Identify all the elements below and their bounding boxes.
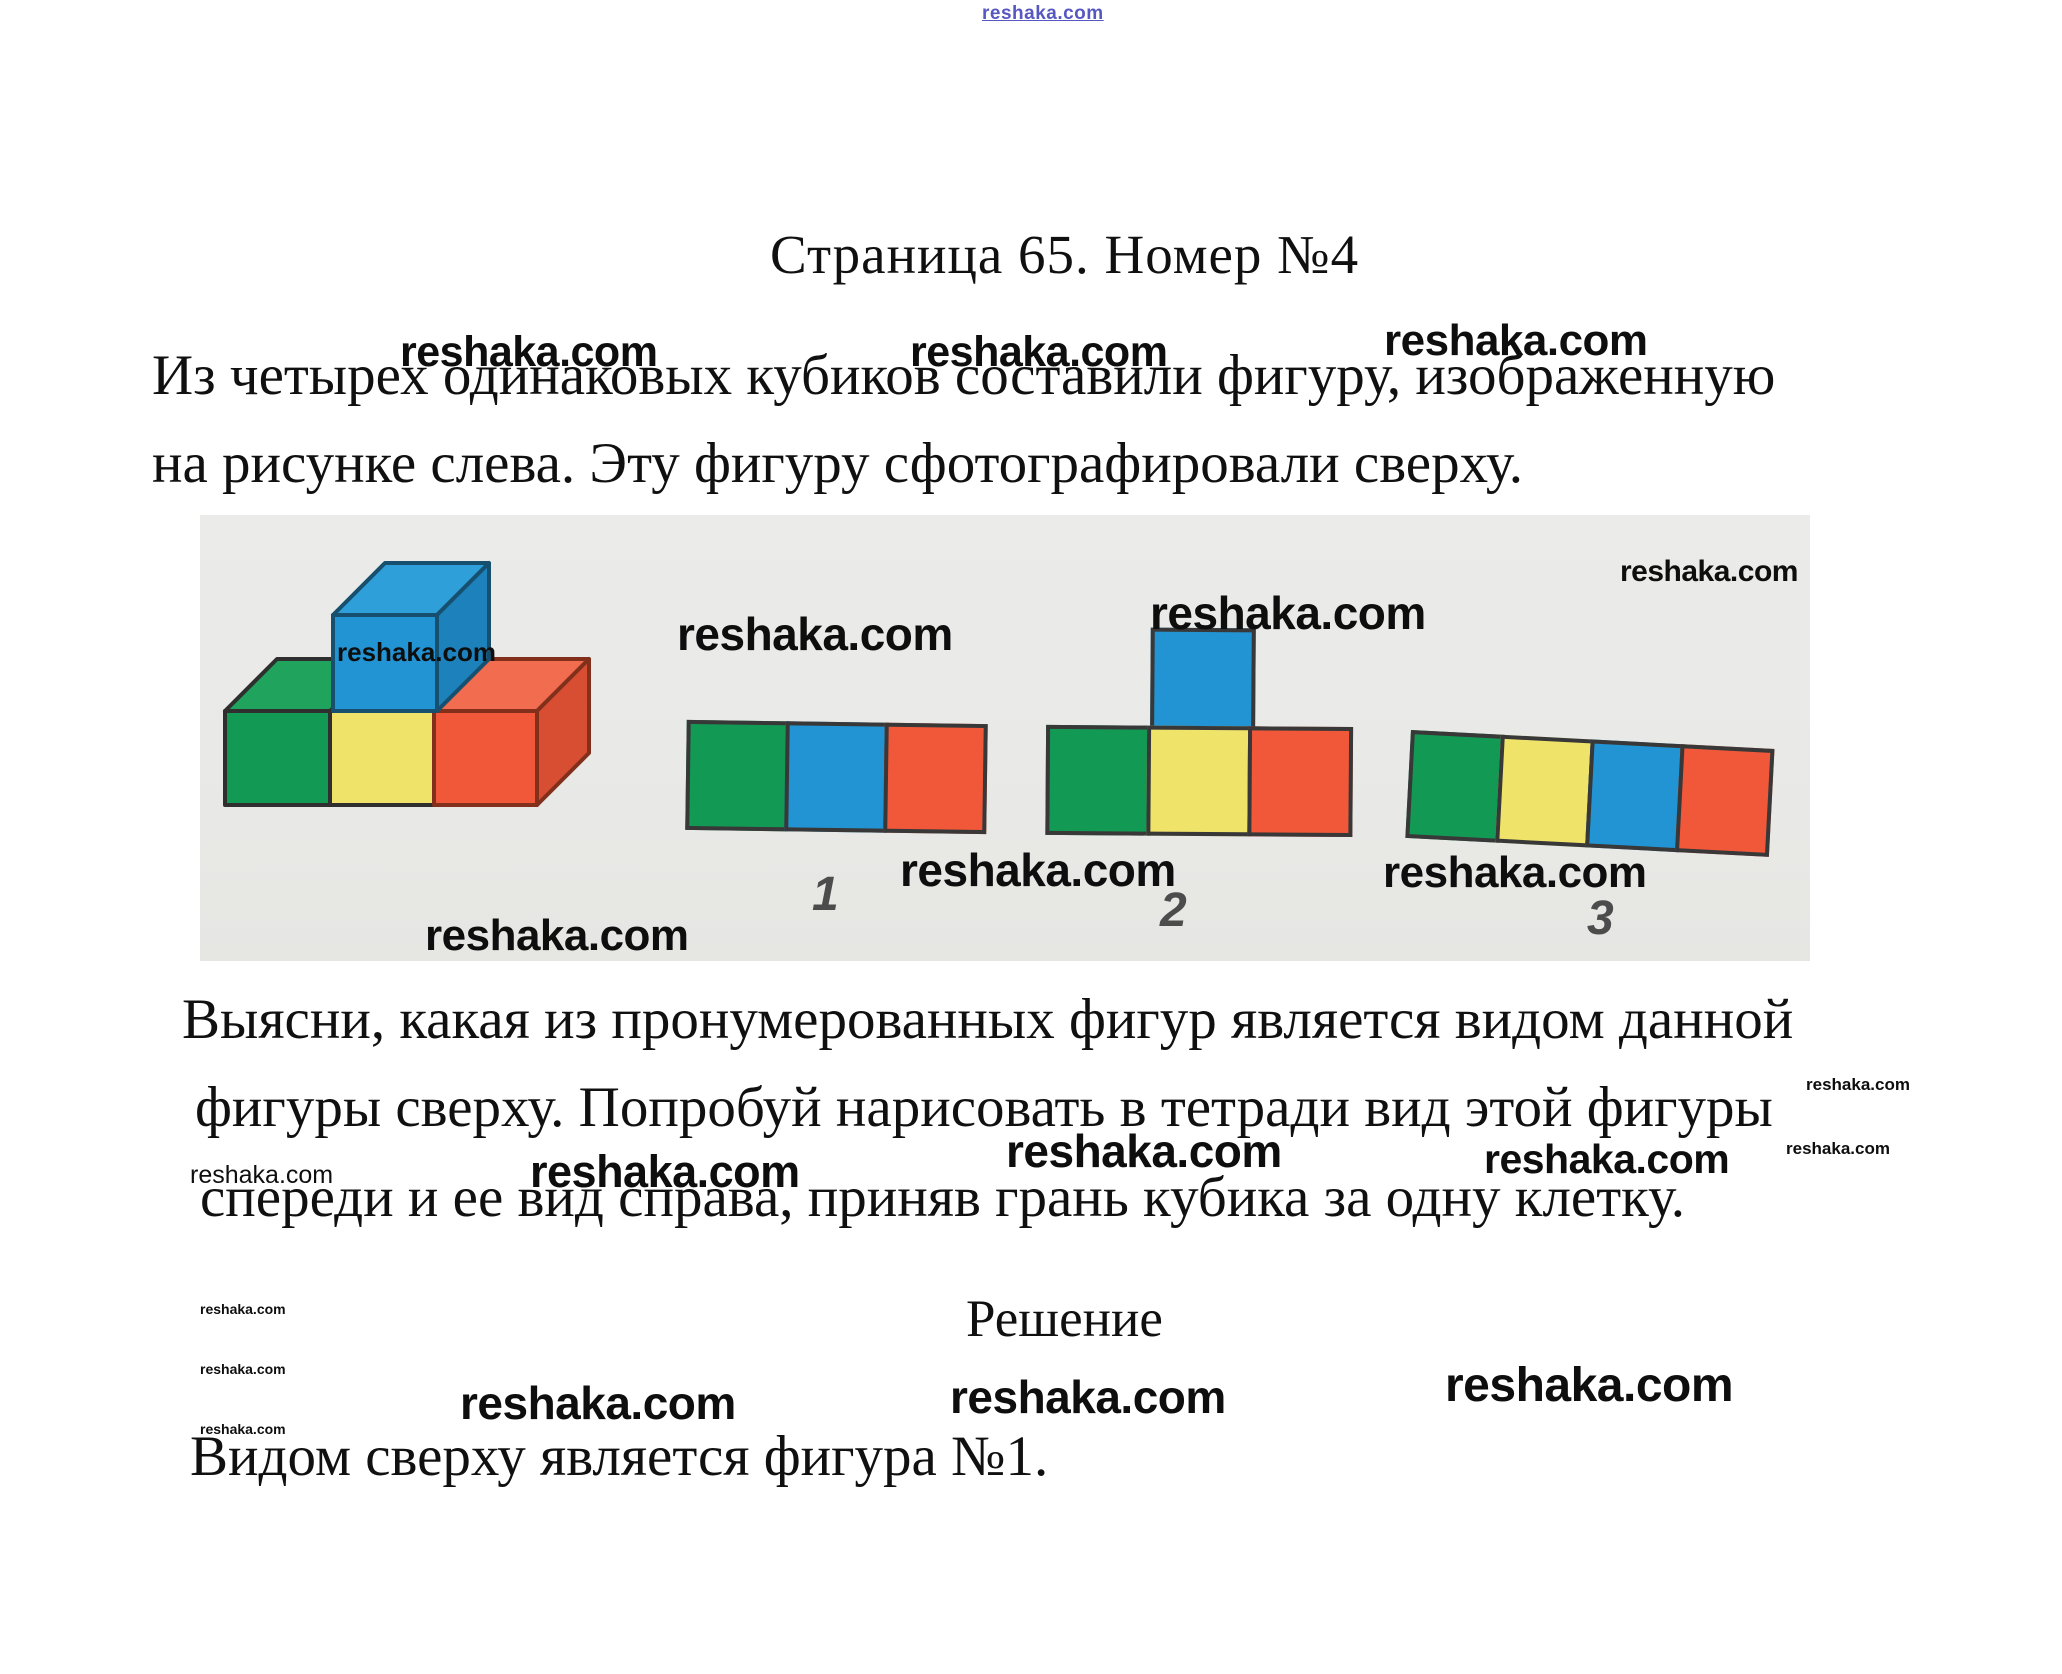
watermark: reshaka.com: [200, 1301, 286, 1317]
paragraph-line: фигуры сверху. Попробуй нарисовать в тет…: [195, 1076, 1773, 1139]
watermark: reshaka.com: [200, 1361, 286, 1377]
red-square: [883, 722, 988, 835]
figure-3: [1405, 730, 1775, 857]
paragraph-line: Из четырех одинаковых кубиков составили …: [152, 344, 1776, 407]
watermark: reshaka.com: [1150, 587, 1426, 639]
figure-2-top-row: [1150, 627, 1256, 731]
watermark: reshaka.com: [200, 1421, 286, 1437]
figure-2: [1045, 627, 1367, 859]
cube-stack-figure: [223, 561, 591, 807]
watermark: reshaka.com: [1620, 555, 1798, 588]
watermark: reshaka.com: [460, 1377, 736, 1429]
watermark: reshaka.com: [1383, 848, 1647, 897]
blue-square: [1585, 739, 1685, 853]
figure-1: [685, 719, 988, 835]
green-square: [1045, 724, 1152, 836]
paragraph-line: спереди и ее вид справа, приняв грань ку…: [200, 1166, 1686, 1229]
site-watermark: reshaka.com: [982, 3, 1104, 24]
blue-square: [784, 721, 889, 833]
paragraph-line: Выясни, какая из пронумерованных фигур я…: [182, 988, 1794, 1051]
watermark: reshaka.com: [1384, 316, 1648, 365]
figure-2-label: 2: [1160, 884, 1187, 937]
blue-square: [1150, 627, 1256, 731]
yellow-square: [1146, 725, 1253, 837]
watermark: reshaka.com: [910, 328, 1168, 376]
watermark: reshaka.com: [400, 328, 658, 376]
figure-1-label: 1: [812, 868, 839, 921]
figure-3-label: 3: [1587, 892, 1614, 945]
paragraph-line: на рисунке слева. Эту фигуру сфотографир…: [152, 432, 1523, 495]
red-square: [1674, 744, 1775, 857]
watermark: reshaka.com: [190, 1161, 334, 1189]
watermark: reshaka.com: [950, 1371, 1226, 1423]
green-square: [685, 719, 790, 832]
watermark: reshaka.com: [1806, 1075, 1910, 1094]
answer-text: Видом сверху является фигура №1.: [190, 1425, 1049, 1488]
solution-heading: Решение: [966, 1290, 1163, 1348]
watermark: reshaka.com: [1484, 1136, 1730, 1182]
red-square: [1247, 726, 1354, 838]
watermark: reshaka.com: [1786, 1139, 1890, 1158]
page-title: Страница 65. Номер №4: [770, 224, 1360, 285]
watermark: reshaka.com: [900, 844, 1176, 896]
watermark: reshaka.com: [425, 911, 689, 960]
figure-2-bottom-row: [1045, 724, 1354, 838]
cubes-photo: 1 2 3 reshaka.com reshaka.com reshaka.co…: [200, 515, 1810, 961]
watermark: reshaka.com: [337, 637, 496, 667]
watermark: reshaka.com: [677, 608, 953, 660]
watermark: reshaka.com: [530, 1146, 800, 1197]
green-square: [1405, 730, 1505, 843]
watermark: reshaka.com: [1445, 1359, 1734, 1412]
watermark: reshaka.com: [1006, 1125, 1282, 1177]
yellow-square: [1495, 734, 1595, 848]
